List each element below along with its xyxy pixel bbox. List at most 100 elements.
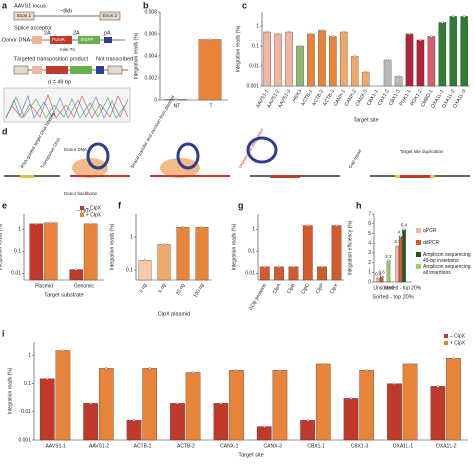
y-axis-label: Integration reads (%) (133, 32, 139, 79)
panel-label: a (2, 0, 8, 10)
bar-top-dot (306, 419, 309, 422)
value-label: 3.7 (394, 239, 401, 244)
bar-top-dot (408, 32, 411, 36)
label: Splice acceptor (14, 25, 52, 31)
bar (142, 368, 158, 441)
label: Transposon DNA (40, 137, 62, 169)
legend-label: ddPCR (423, 240, 440, 246)
bar-top-dot (309, 32, 313, 36)
bar-top-dot (408, 362, 412, 366)
bar (263, 31, 271, 87)
bar (402, 363, 418, 441)
legend-swatch (416, 240, 421, 245)
bar (55, 350, 71, 441)
y-tick-label: 0.004 (144, 53, 157, 59)
bar-top-dot (46, 377, 49, 380)
diagram-a: a AAVS1 locus Exon 1 Exon 2 ~8kb Splice … (2, 0, 133, 123)
y-tick-label: 0.1 (252, 43, 259, 49)
y-tick-label: 6 (368, 221, 371, 227)
bar (359, 370, 375, 441)
y-tick-label: 1 (18, 227, 21, 233)
y-axis-label: Integration reads (%) (0, 223, 3, 270)
label: Gap repair (348, 148, 363, 169)
label: mini-Tn (60, 47, 75, 52)
y-tick-label: 0.1 (24, 381, 31, 387)
bar-top-dot (353, 55, 356, 58)
legend-label: qPCR (423, 228, 437, 234)
y-tick-label: 1 (28, 353, 31, 359)
bar (395, 245, 399, 283)
bar (398, 236, 403, 283)
bar (427, 36, 436, 87)
label: Not transcribed (96, 56, 133, 62)
panel-label: f (118, 200, 122, 210)
y-tick-label: 1 (130, 234, 133, 240)
bar (256, 426, 272, 441)
y-tick-label: 7 (368, 211, 371, 217)
legend-label: Amplicon sequencing 49-bp insertions (423, 252, 471, 264)
y-tick-label: 0.001 (246, 83, 259, 89)
legend-entry: ddPCR (416, 240, 474, 246)
x-tick-label: CBX1-3 (351, 443, 369, 449)
y-axis-label: Integration reads (%) (235, 25, 241, 72)
x-tick-label: NT (174, 103, 181, 109)
y-tick-label: 0.01 (21, 409, 31, 415)
bar (43, 222, 58, 281)
bar (343, 398, 359, 441)
label: ~8kb (60, 8, 72, 14)
label: Target site duplication (400, 149, 444, 154)
bar (198, 39, 222, 101)
bar-top-dot (320, 29, 324, 32)
bar (69, 269, 83, 281)
value-label: 5.4 (401, 223, 408, 228)
bar (157, 244, 171, 281)
x-tick-label: ClpX (329, 282, 340, 295)
bar-top-dot (298, 44, 302, 48)
bar (394, 76, 403, 87)
bar (387, 383, 402, 441)
bar-top-dot (452, 357, 455, 360)
bar (83, 403, 99, 441)
bar (340, 31, 348, 87)
bar (274, 33, 282, 87)
y-axis-label: Integration reads (%) (231, 223, 237, 270)
bar-top-dot (342, 30, 345, 34)
x-tick-label: ClpB (286, 282, 297, 295)
legend-swatch (416, 228, 421, 233)
legend-swatch (416, 252, 421, 257)
value-label: 2.2 (385, 254, 392, 259)
bar (329, 36, 337, 87)
bar (285, 31, 293, 87)
panel-label: h (356, 200, 362, 210)
bar (307, 33, 315, 87)
bar-top-dot (263, 425, 266, 428)
label: Donor DNA (64, 147, 87, 152)
y-axis-label: Integration reads (%) (7, 367, 13, 414)
bar (126, 420, 142, 441)
x-tick-label: OXA1L-2 (436, 443, 457, 449)
x-tick-label: ClpP (315, 282, 326, 295)
bar-top-dot (396, 244, 399, 248)
bar (29, 223, 43, 281)
y-tick-label: 0.01 (249, 63, 259, 69)
bar (39, 378, 55, 441)
panel-label: e (2, 200, 7, 210)
bar-top-dot (263, 265, 266, 268)
x-tick-label: AAVS1-2 (89, 443, 109, 449)
legend-swatch (416, 264, 421, 269)
bar-top-dot (364, 70, 367, 74)
bar (460, 16, 468, 87)
bar-top-dot (386, 58, 389, 62)
bar (274, 266, 284, 281)
y-tick-label: 0 (154, 97, 157, 103)
bar-top-dot (287, 30, 291, 34)
bar-top-dot (208, 38, 212, 41)
bar (402, 229, 406, 283)
bar (272, 370, 288, 441)
bar (98, 368, 114, 441)
bar (300, 420, 316, 441)
x-tick-label: CANX-1 (220, 443, 239, 449)
bar (259, 266, 270, 281)
x-axis-label: Target substrate (44, 292, 83, 298)
bar-top-dot (143, 258, 147, 262)
